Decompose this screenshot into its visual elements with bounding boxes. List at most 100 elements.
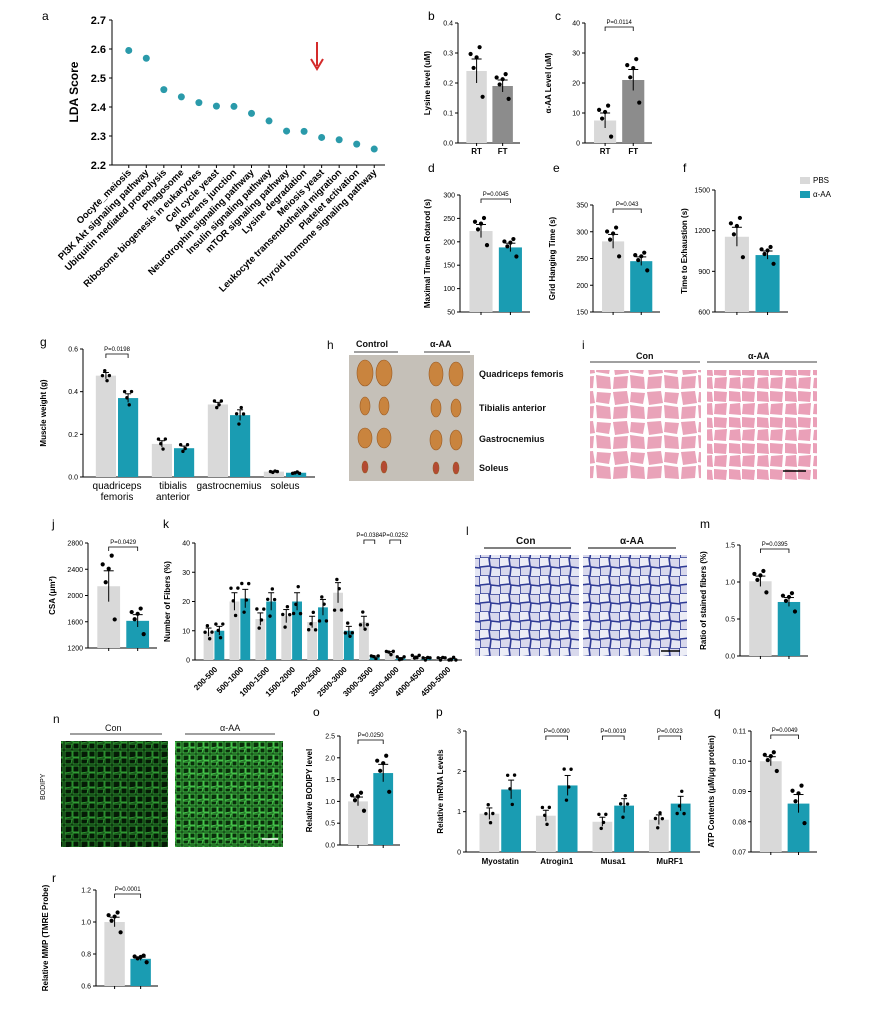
panel-k-point	[376, 654, 380, 658]
panel-k-bar	[203, 632, 214, 660]
panel-j-bar	[97, 586, 121, 648]
panel-c-point	[609, 134, 614, 139]
panel-d-label: d	[428, 161, 435, 175]
panel-k-point	[270, 587, 275, 591]
panel-p-point	[599, 826, 603, 831]
panel-g-point	[275, 469, 280, 474]
panel-r-point	[135, 956, 140, 961]
panel-g-point	[234, 412, 239, 416]
panel-c-point	[597, 107, 602, 112]
panel-k-point	[266, 597, 270, 601]
panel-g-point	[129, 389, 134, 394]
panel-a-y-tick-label: 2.5	[91, 73, 106, 85]
panel-d-point	[511, 236, 516, 242]
panel-b-point	[474, 55, 479, 60]
panel-g-point	[183, 446, 187, 451]
panel-f-point	[728, 221, 734, 226]
panel-p-point	[653, 816, 658, 821]
panel-q-y-tick-label: 0.07	[732, 850, 746, 857]
image-group-l-con: Con	[516, 536, 536, 547]
panel-k-point	[287, 612, 292, 617]
panel-p-y-tick-label: 0	[457, 850, 461, 857]
muscle-label-gastrocnemius: Gastrocnemius	[479, 434, 545, 444]
panel-k-y-tick-label: 40	[182, 541, 190, 548]
panel-e-y-tick-label: 300	[576, 229, 588, 236]
panel-g-x-tick-label: tibialis	[159, 481, 187, 492]
panel-q-point	[765, 757, 770, 763]
panel-p-point	[656, 826, 660, 830]
panel-g-y-tick-label: 0.2	[68, 432, 78, 439]
panel-k-point	[415, 656, 419, 660]
panel-p-significance-bracket	[658, 735, 682, 740]
panel-g-point	[178, 443, 183, 447]
panel-k-point	[410, 653, 414, 658]
panel-j-y-tick-label: 2000	[67, 593, 83, 600]
panel-c-y-tick-label: 30	[572, 51, 580, 58]
muscle-label-quadriceps: Quadriceps femoris	[479, 369, 564, 379]
panel-o-point	[361, 808, 367, 813]
panel-m-label: m	[700, 517, 710, 531]
panel-f-bar	[724, 236, 749, 312]
panel-k-point	[454, 658, 458, 662]
panel-a-point	[177, 93, 185, 101]
panel-p-label: p	[436, 705, 443, 719]
panel-k-point	[262, 607, 266, 611]
panel-g-bar	[286, 472, 307, 477]
panel-j-bar	[126, 620, 150, 648]
panel-o-point	[375, 758, 380, 763]
panel-c-bar	[622, 80, 645, 143]
panel-q-y-tick-label: 0.08	[732, 819, 746, 826]
panel-o-bar	[373, 773, 394, 845]
panel-m-point	[786, 594, 792, 600]
panel-k-point	[363, 627, 367, 631]
panel-p-point	[547, 805, 552, 810]
panel-k-point	[291, 611, 296, 616]
panel-a-point	[370, 145, 378, 153]
panel-k-point	[324, 619, 329, 623]
panel-o-y-tick-label: 0.5	[325, 821, 335, 828]
nadh-stain-con	[475, 555, 579, 656]
panel-g-y-tick-label: 0.4	[68, 389, 78, 396]
panel-e-point	[605, 229, 610, 234]
panel-j-y-tick-label: 1600	[67, 619, 83, 626]
panel-b-point	[468, 51, 473, 57]
panel-o-y-tick-label: 2.5	[325, 734, 335, 741]
panel-e-point	[611, 231, 616, 236]
panel-k-bar	[292, 601, 302, 660]
panel-b-y-tick-label: 0.1	[443, 111, 453, 118]
panel-g-point	[156, 437, 161, 441]
panel-d-point	[508, 240, 513, 245]
panel-g-point	[212, 399, 217, 403]
panel-k-significance-bracket	[363, 539, 376, 544]
panel-f-point	[768, 244, 773, 250]
panel-k-significance-bracket	[389, 539, 402, 544]
panel-a-point	[248, 109, 255, 117]
panel-k-y-tick-label: 10	[182, 628, 190, 635]
panel-k-point	[298, 611, 303, 616]
panel-b-x-tick-label: FT	[498, 147, 508, 156]
muscle-label-soleus: Soleus	[479, 463, 509, 473]
panel-r-label: r	[52, 871, 56, 885]
panel-k-bar	[214, 630, 225, 660]
panel-g-bar	[95, 375, 116, 477]
panel-e-significance-bracket	[612, 208, 642, 213]
panel-r-y-tick-label: 1.0	[81, 920, 91, 927]
panel-k-point	[386, 650, 391, 654]
panel-d-point	[481, 215, 487, 221]
panel-r-bar	[130, 958, 151, 986]
panel-p-point	[680, 789, 684, 794]
panel-k-point	[221, 622, 225, 626]
panel-j-point	[100, 562, 105, 567]
panel-b-y-tick-label: 0.0	[443, 141, 453, 148]
panel-g-point	[125, 396, 129, 400]
panel-g-point	[219, 399, 224, 403]
panel-k-point	[337, 586, 341, 591]
panel-c-y-tick-label: 10	[572, 111, 580, 118]
panel-k-bar	[318, 607, 328, 660]
panel-d-bar	[469, 231, 493, 312]
panel-p-y-axis-label: Relative mRNA Levels	[436, 749, 445, 834]
panel-k-point	[257, 626, 261, 630]
panel-p-point	[658, 811, 662, 815]
panel-g-point	[161, 447, 165, 451]
